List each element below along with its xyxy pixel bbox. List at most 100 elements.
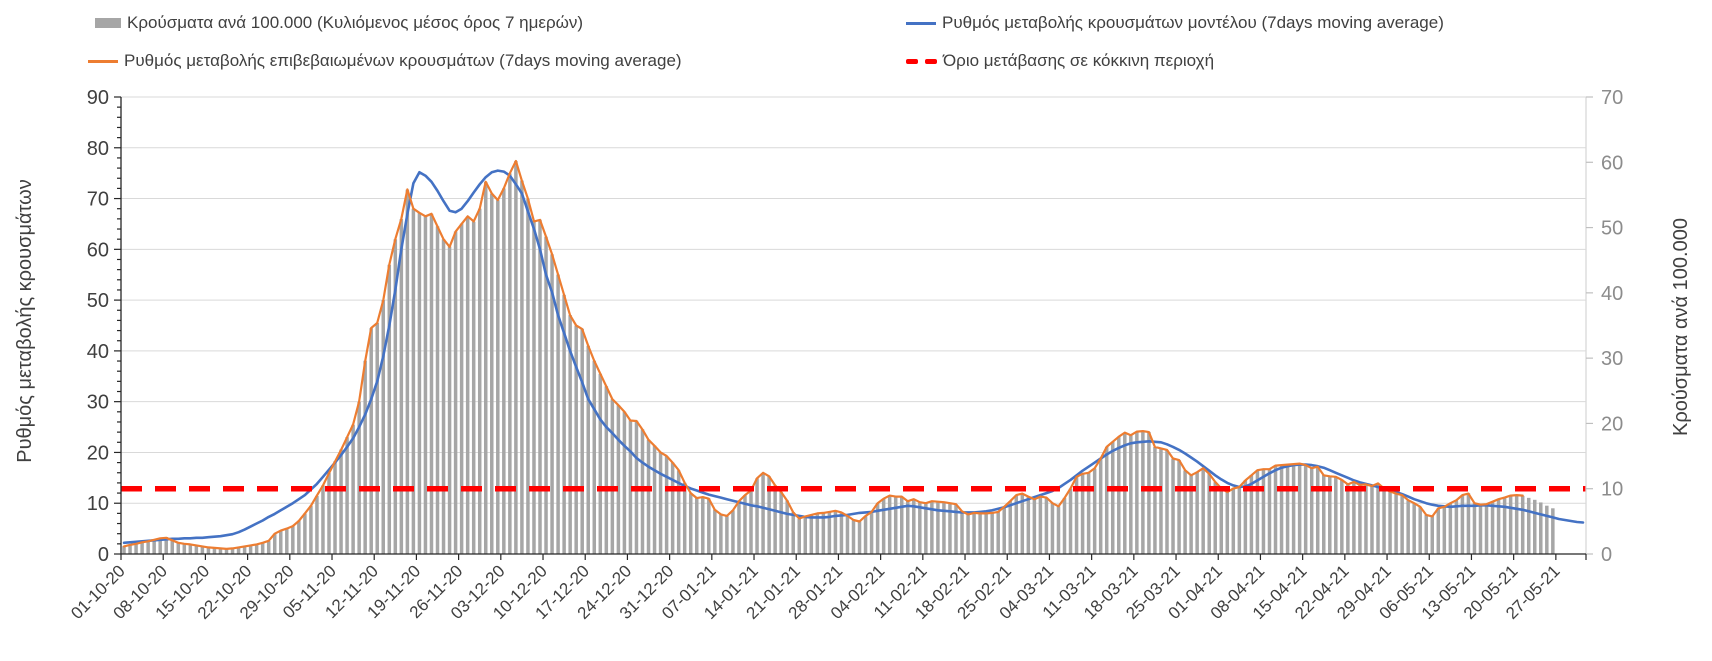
bar (743, 495, 747, 554)
bar (526, 198, 530, 555)
bar (272, 533, 277, 554)
bar (713, 509, 717, 554)
bar (887, 495, 892, 554)
legend-label-model-rate: Ρυθμός μεταβολής κρουσμάτων μοντέλου (7d… (942, 13, 1444, 32)
bar (158, 538, 162, 554)
bar (146, 541, 150, 554)
y-left-tick-label: 10 (87, 493, 109, 515)
bar (1285, 464, 1290, 554)
bar (1014, 495, 1019, 554)
bar (899, 496, 904, 554)
bar (1225, 491, 1230, 554)
red-dash-swatch-icon (906, 58, 937, 64)
legend-item-confirmed-rate: Ρυθμός μεταβολής επιβεβαιωμένων κρουσμάτ… (88, 51, 682, 71)
y-right-tick-label: 30 (1601, 348, 1623, 370)
bar (1454, 500, 1459, 554)
bar (1231, 488, 1236, 554)
bar (459, 223, 464, 554)
bar (1267, 469, 1272, 554)
bar (562, 294, 566, 554)
bar (1297, 463, 1302, 554)
bar (628, 420, 633, 554)
bar (152, 539, 156, 554)
bar (303, 513, 307, 554)
bar (435, 226, 440, 554)
bar (508, 173, 512, 555)
bar (863, 516, 868, 554)
y-right-tick-label: 40 (1601, 283, 1623, 305)
bar (387, 264, 392, 554)
bar (1243, 480, 1248, 554)
bar (978, 513, 982, 554)
bar (1376, 483, 1380, 554)
bar (827, 511, 832, 554)
bar (514, 160, 518, 555)
bar (1291, 463, 1296, 554)
bar (1430, 516, 1435, 554)
bar (948, 503, 952, 554)
bar (1502, 497, 1507, 554)
bar (236, 547, 241, 554)
blue-line-swatch-icon (906, 21, 936, 25)
bar (134, 543, 138, 554)
bar (1358, 484, 1362, 554)
bar (417, 212, 422, 554)
bar (767, 476, 771, 554)
bar (1002, 506, 1006, 554)
bar (996, 511, 1000, 554)
bar (1086, 473, 1091, 554)
bar (574, 325, 578, 554)
bar (351, 424, 355, 554)
bar (405, 189, 410, 554)
y-left-tick-label: 80 (87, 138, 109, 160)
bar (1098, 458, 1103, 554)
bar (1249, 475, 1254, 554)
bar (333, 461, 337, 554)
bar (1388, 491, 1392, 554)
bar (1080, 473, 1085, 554)
bar (1255, 470, 1260, 554)
y-left-tick-label: 70 (87, 189, 109, 211)
bar (1279, 465, 1284, 554)
bar (218, 548, 223, 554)
bar (429, 213, 434, 554)
bar (200, 546, 205, 554)
bar (381, 300, 386, 554)
bar (676, 470, 681, 554)
bar (297, 520, 301, 554)
bar (1177, 459, 1181, 554)
y-right-tick-label: 20 (1601, 413, 1623, 435)
bar (399, 219, 404, 554)
bar (1213, 482, 1217, 554)
bar (586, 345, 590, 554)
legend-label-red-threshold: Όριο μετάβασης σε κόκκινη περιοχή (943, 51, 1215, 70)
bar (652, 445, 657, 554)
bar (279, 530, 283, 554)
bar (803, 516, 808, 554)
bar (930, 501, 934, 554)
bar (821, 512, 826, 554)
bar (797, 518, 801, 554)
bar (1364, 484, 1368, 554)
bar (490, 193, 494, 554)
bar (1406, 500, 1410, 554)
bar (327, 473, 331, 554)
bar (906, 501, 910, 554)
bar (453, 231, 458, 554)
y-left-tick-label: 90 (87, 87, 109, 109)
bar (1008, 501, 1012, 554)
bar (568, 315, 572, 554)
bar (309, 505, 313, 554)
bar (176, 542, 181, 554)
bar (1201, 468, 1205, 554)
model-rate-line (122, 169, 1585, 545)
bar (749, 490, 753, 554)
bar (1141, 431, 1145, 554)
bar (640, 429, 645, 554)
bar (1207, 473, 1211, 554)
bar (128, 544, 132, 554)
bar (550, 254, 554, 555)
bar (502, 188, 506, 554)
bar (1020, 493, 1025, 554)
